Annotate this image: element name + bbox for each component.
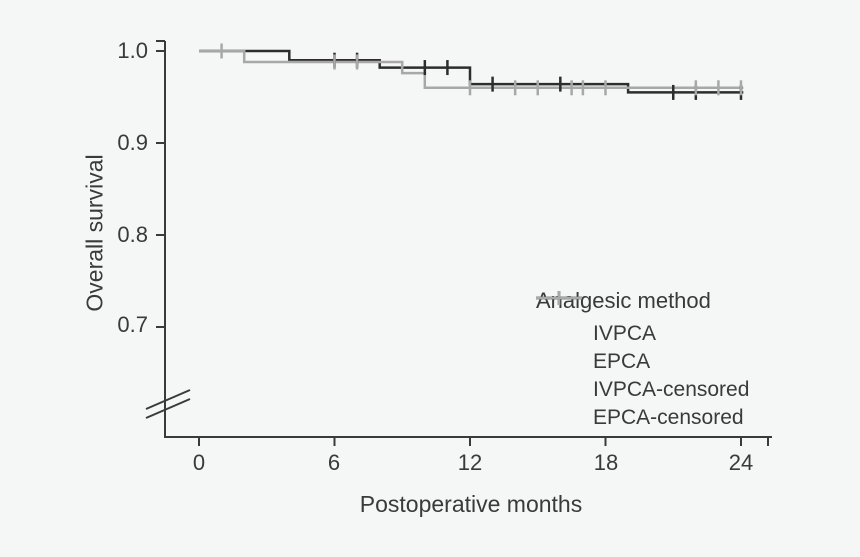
legend-label-ivpca: IVPCA bbox=[593, 321, 657, 345]
axis-spines bbox=[164, 41, 772, 438]
axis-break-icon bbox=[145, 389, 191, 410]
epca-censored-sample bbox=[536, 291, 582, 425]
axis-break-icon bbox=[145, 398, 191, 419]
x-tick-label-12: 12 bbox=[457, 450, 483, 475]
y-tick-label-0.7: 0.7 bbox=[117, 312, 148, 337]
x-tick-label-0: 0 bbox=[192, 450, 206, 475]
legend-item-epca-censored: EPCA-censored bbox=[536, 291, 749, 431]
y-tick-label-0.8: 0.8 bbox=[117, 222, 148, 247]
legend-label-epca-censored: EPCA-censored bbox=[593, 405, 744, 429]
y-tick-label-0.9: 0.9 bbox=[117, 130, 148, 155]
x-tick-label-24: 24 bbox=[728, 450, 754, 475]
legend-title: Analgesic method bbox=[536, 288, 711, 313]
series-EPCA-censored bbox=[220, 43, 743, 96]
legend-item-ivpca: IVPCA bbox=[536, 296, 749, 347]
legend-item-epca: EPCA bbox=[536, 296, 749, 375]
ivpca-line-sample bbox=[536, 296, 582, 341]
x-tick-label-18: 18 bbox=[593, 450, 619, 475]
x-axis-title: Postoperative months bbox=[359, 491, 583, 517]
legend-label-epca: EPCA bbox=[593, 349, 651, 373]
legend: Analgesic method IVPCA EPCA IVPCA-censor… bbox=[536, 290, 749, 431]
legend-item-ivpca-censored: IVPCA-censored bbox=[536, 291, 750, 403]
y-tick-label-1.0: 1.0 bbox=[117, 38, 148, 63]
x-tick-label-6: 6 bbox=[327, 450, 341, 475]
epca-line-sample bbox=[536, 296, 582, 369]
legend-label-ivpca-censored: IVPCA-censored bbox=[593, 377, 750, 401]
ivpca-censored-sample bbox=[536, 291, 582, 397]
series-EPCA bbox=[199, 49, 744, 90]
